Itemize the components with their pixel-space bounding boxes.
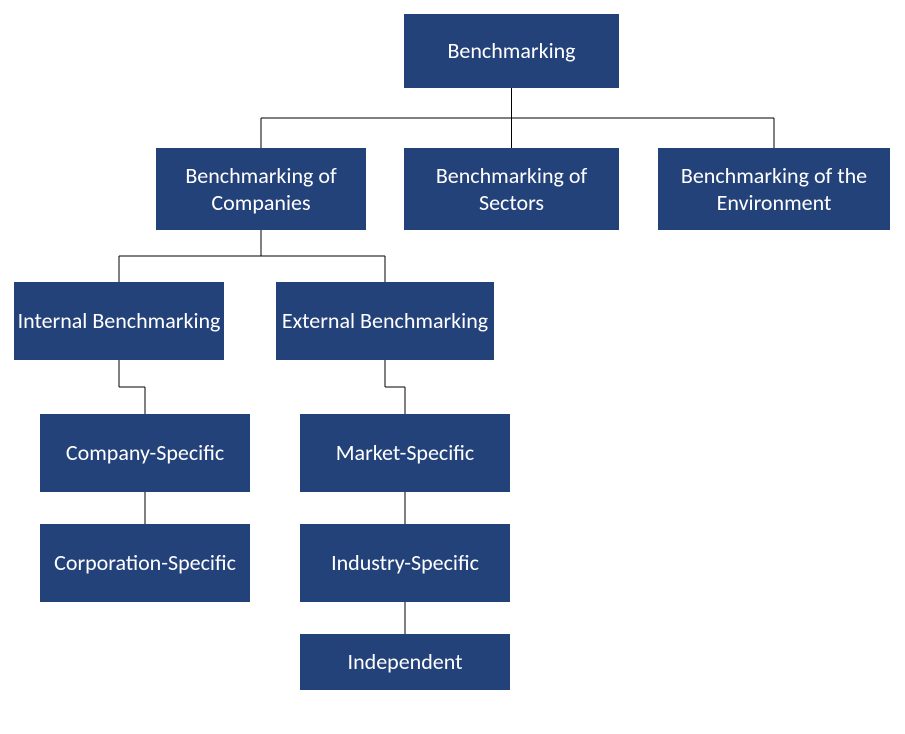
- node-corp-spec: Corporation-Specific: [40, 524, 250, 602]
- node-external: External Benchmarking: [276, 282, 494, 360]
- node-independent: Independent: [300, 634, 510, 690]
- node-internal: Internal Benchmarking: [14, 282, 224, 360]
- node-label: Independent: [348, 648, 463, 676]
- node-label: Benchmarking of Companies: [156, 162, 366, 217]
- node-label: Benchmarking: [447, 37, 575, 65]
- node-label: Company-Specific: [66, 439, 224, 467]
- node-label: Benchmarking of Sectors: [404, 162, 619, 217]
- node-market-spec: Market-Specific: [300, 414, 510, 492]
- connector-layer: [0, 0, 905, 734]
- node-industry-spec: Industry-Specific: [300, 524, 510, 602]
- node-sectors: Benchmarking of Sectors: [404, 148, 619, 230]
- node-environment: Benchmarking of the Environment: [658, 148, 890, 230]
- node-root: Benchmarking: [404, 14, 619, 88]
- node-label: External Benchmarking: [282, 307, 488, 335]
- node-label: Industry-Specific: [331, 549, 479, 577]
- node-label: Market-Specific: [336, 439, 474, 467]
- node-company-spec: Company-Specific: [40, 414, 250, 492]
- node-label: Corporation-Specific: [54, 549, 236, 577]
- node-companies: Benchmarking of Companies: [156, 148, 366, 230]
- node-label: Internal Benchmarking: [18, 307, 221, 335]
- node-label: Benchmarking of the Environment: [658, 162, 890, 217]
